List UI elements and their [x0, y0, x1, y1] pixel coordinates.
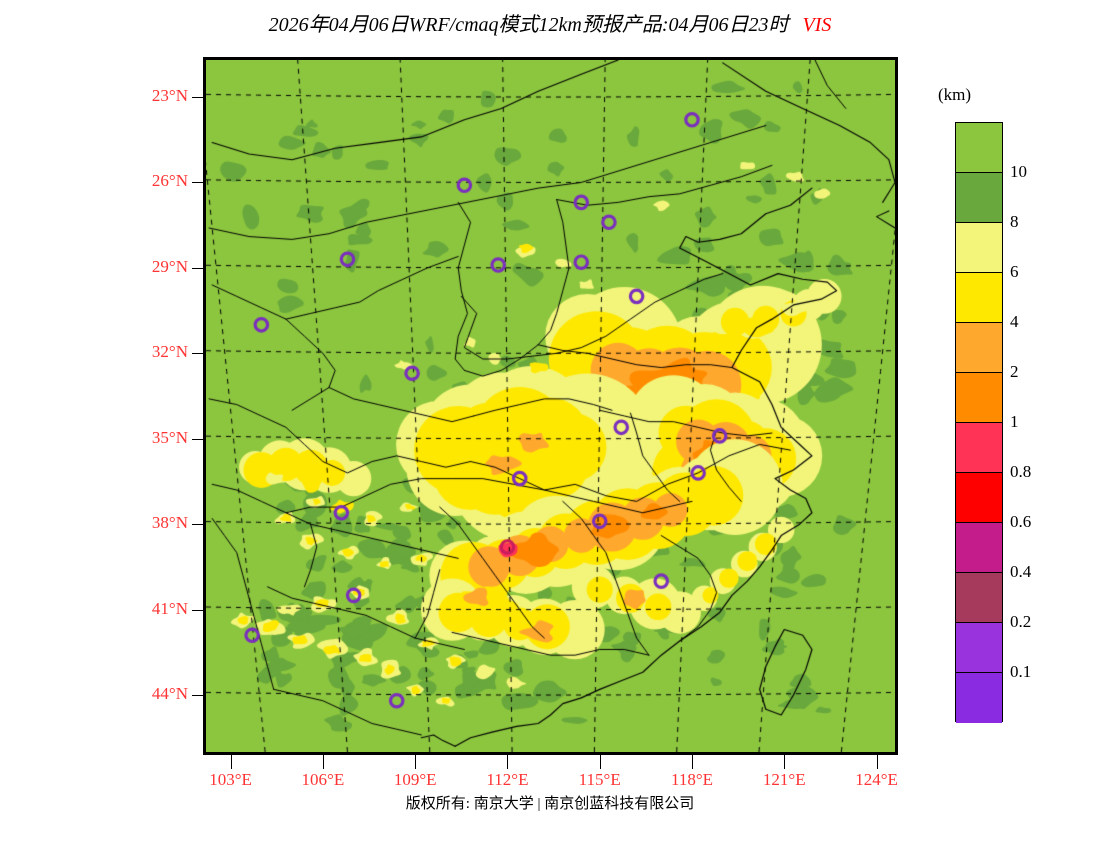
colorbar-label: 10 — [1010, 162, 1027, 181]
map-raster-canvas — [206, 60, 895, 752]
latitude-tick — [192, 609, 206, 611]
latitude-tick — [192, 97, 206, 99]
colorbar-band[interactable] — [956, 523, 1002, 573]
latitude-label: 23°N — [151, 86, 188, 106]
colorbar-band[interactable] — [956, 473, 1002, 523]
longitude-tick — [599, 755, 601, 769]
colorbar-band[interactable] — [956, 323, 1002, 373]
colorbar-band[interactable] — [956, 173, 1002, 223]
colorbar-band[interactable] — [956, 223, 1002, 273]
colorbar-band[interactable] — [956, 673, 1002, 723]
colorbar-label: 0.6 — [1010, 512, 1032, 531]
latitude-tick — [192, 524, 206, 526]
longitude-tick — [784, 755, 786, 769]
latitude-label: 35°N — [151, 427, 188, 447]
latitude-label: 41°N — [151, 598, 188, 618]
latitude-tick — [192, 438, 206, 440]
colorbar-band[interactable] — [956, 123, 1002, 173]
colorbar-label: 0.8 — [1010, 462, 1032, 481]
longitude-tick — [876, 755, 878, 769]
longitude-label: 115°E — [578, 770, 621, 789]
colorbar-label: 0.2 — [1010, 612, 1032, 631]
latitude-tick — [192, 353, 206, 355]
page-title-variable: VIS — [802, 14, 832, 36]
colorbar-band[interactable] — [956, 573, 1002, 623]
colorbar-label: 8 — [1010, 212, 1019, 231]
page-title-main: 2026年04月06日WRF/cmaq模式12km预报产品:04月06日23时 — [268, 14, 789, 36]
latitude-label: 44°N — [151, 684, 188, 704]
longitude-tick — [507, 755, 509, 769]
colorbar-band[interactable] — [956, 623, 1002, 673]
longitude-label: 121°E — [762, 770, 806, 789]
longitude-label: 103°E — [209, 770, 252, 789]
longitude-tick — [322, 755, 324, 769]
latitude-label: 38°N — [151, 513, 188, 533]
latitude-label: 26°N — [151, 171, 188, 191]
copyright-footer: 版权所有: 南京大学 | 南京创蓝科技有限公司 — [405, 796, 695, 812]
map-plot-area[interactable] — [203, 57, 898, 755]
longitude-label: 118°E — [670, 770, 714, 789]
latitude-label: 32°N — [151, 342, 188, 362]
colorbar-label: 2 — [1010, 362, 1019, 381]
latitude-tick — [192, 182, 206, 184]
colorbar-label: 0.4 — [1010, 562, 1032, 581]
colorbar-band[interactable] — [956, 373, 1002, 423]
longitude-tick — [415, 755, 417, 769]
latitude-label: 29°N — [151, 256, 188, 276]
colorbar[interactable] — [955, 122, 1003, 723]
longitude-label: 112°E — [486, 770, 529, 789]
colorbar-band[interactable] — [956, 423, 1002, 473]
page-title: 2026年04月06日WRF/cmaq模式12km预报产品:04月06日23时 V… — [0, 8, 1100, 37]
longitude-tick — [691, 755, 693, 769]
colorbar-label: 6 — [1010, 262, 1019, 281]
longitude-label: 124°E — [855, 770, 898, 789]
colorbar-band[interactable] — [956, 273, 1002, 323]
colorbar-label: 0.1 — [1010, 662, 1032, 681]
colorbar-unit-label: (km) — [938, 85, 972, 104]
colorbar-label: 4 — [1010, 312, 1019, 331]
latitude-tick — [192, 267, 206, 269]
longitude-label: 106°E — [301, 770, 345, 789]
colorbar-label: 1 — [1010, 412, 1019, 431]
latitude-tick — [192, 695, 206, 697]
longitude-label: 109°E — [393, 770, 437, 789]
longitude-tick — [230, 755, 232, 769]
